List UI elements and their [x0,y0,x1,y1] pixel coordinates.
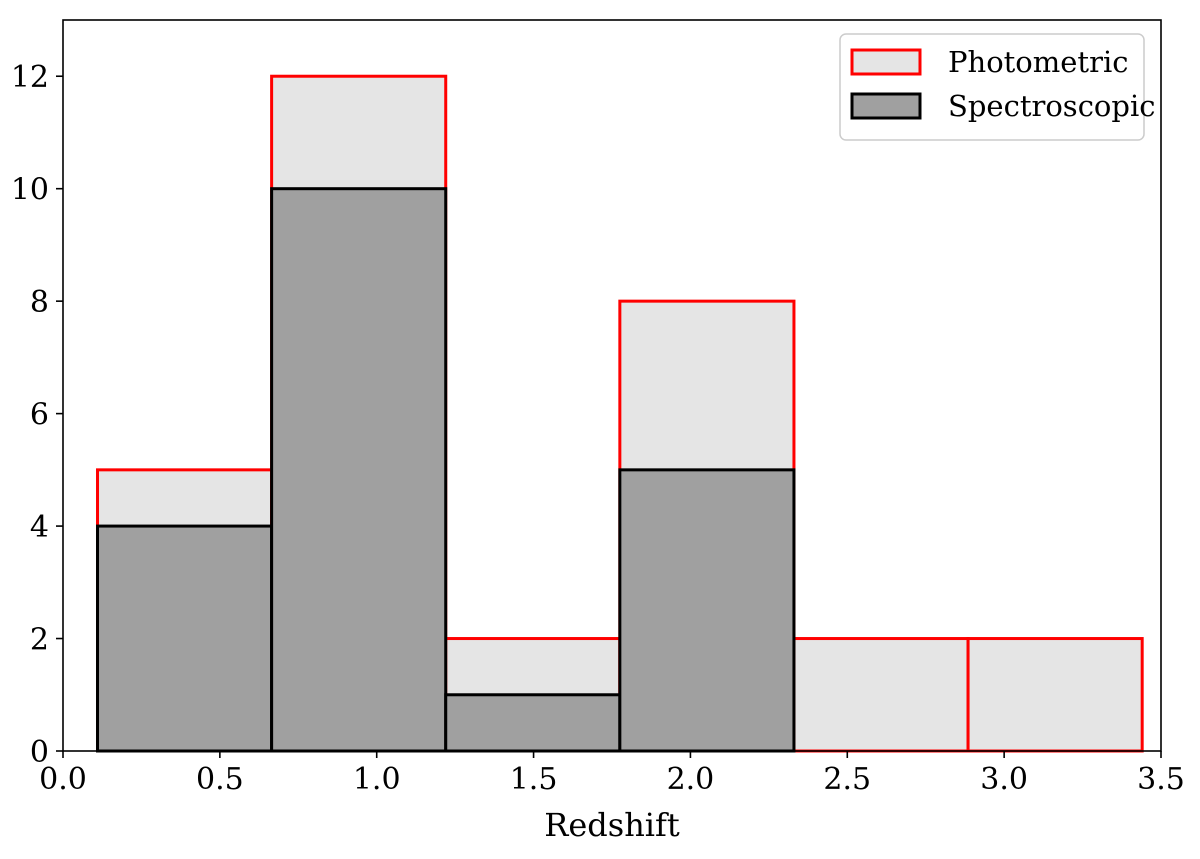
y-tick-label: 12 [11,60,49,95]
x-axis-label: Redshift [544,806,680,844]
x-tick-label: 2.0 [667,762,715,797]
x-tick-label: 0.5 [196,762,244,797]
bar-spectroscopic-1 [270,187,448,753]
y-tick-label: 10 [11,173,49,208]
bar-spectroscopic-2 [444,693,622,753]
x-tick-label: 1.5 [510,762,558,797]
series-spectroscopic [96,187,796,753]
x-tick-label: 1.0 [353,762,401,797]
x-tick-label: 3.5 [1137,762,1185,797]
bar-photometric-5 [966,637,1144,753]
y-tick-label: 2 [30,623,49,658]
bar-spectroscopic-0 [96,524,274,753]
x-tick-label: 3.0 [980,762,1028,797]
y-tick-label: 4 [30,510,49,545]
bar-photometric-4 [792,637,970,753]
bar-spectroscopic-3 [618,468,796,753]
x-tick-label: 2.5 [823,762,871,797]
x-tick-label: 0.0 [39,762,87,797]
ticks-layer: 0.0 0.5 1.0 1.5 2.0 2.5 3.0 3.5 0 2 4 6 8 10 12 [11,60,1185,797]
legend-swatch-spectroscopic [850,92,922,120]
y-tick-label: 6 [30,398,49,433]
y-tick-label: 0 [30,735,49,770]
legend: Photometric Spectroscopic [839,33,1155,141]
legend-swatch-photometric [850,48,922,76]
bars-layer [96,74,1144,753]
legend-label-photometric: Photometric [948,45,1128,79]
legend-label-spectroscopic: Spectroscopic [948,89,1155,123]
y-tick-label: 8 [30,285,49,320]
plot-frame [62,19,1162,752]
